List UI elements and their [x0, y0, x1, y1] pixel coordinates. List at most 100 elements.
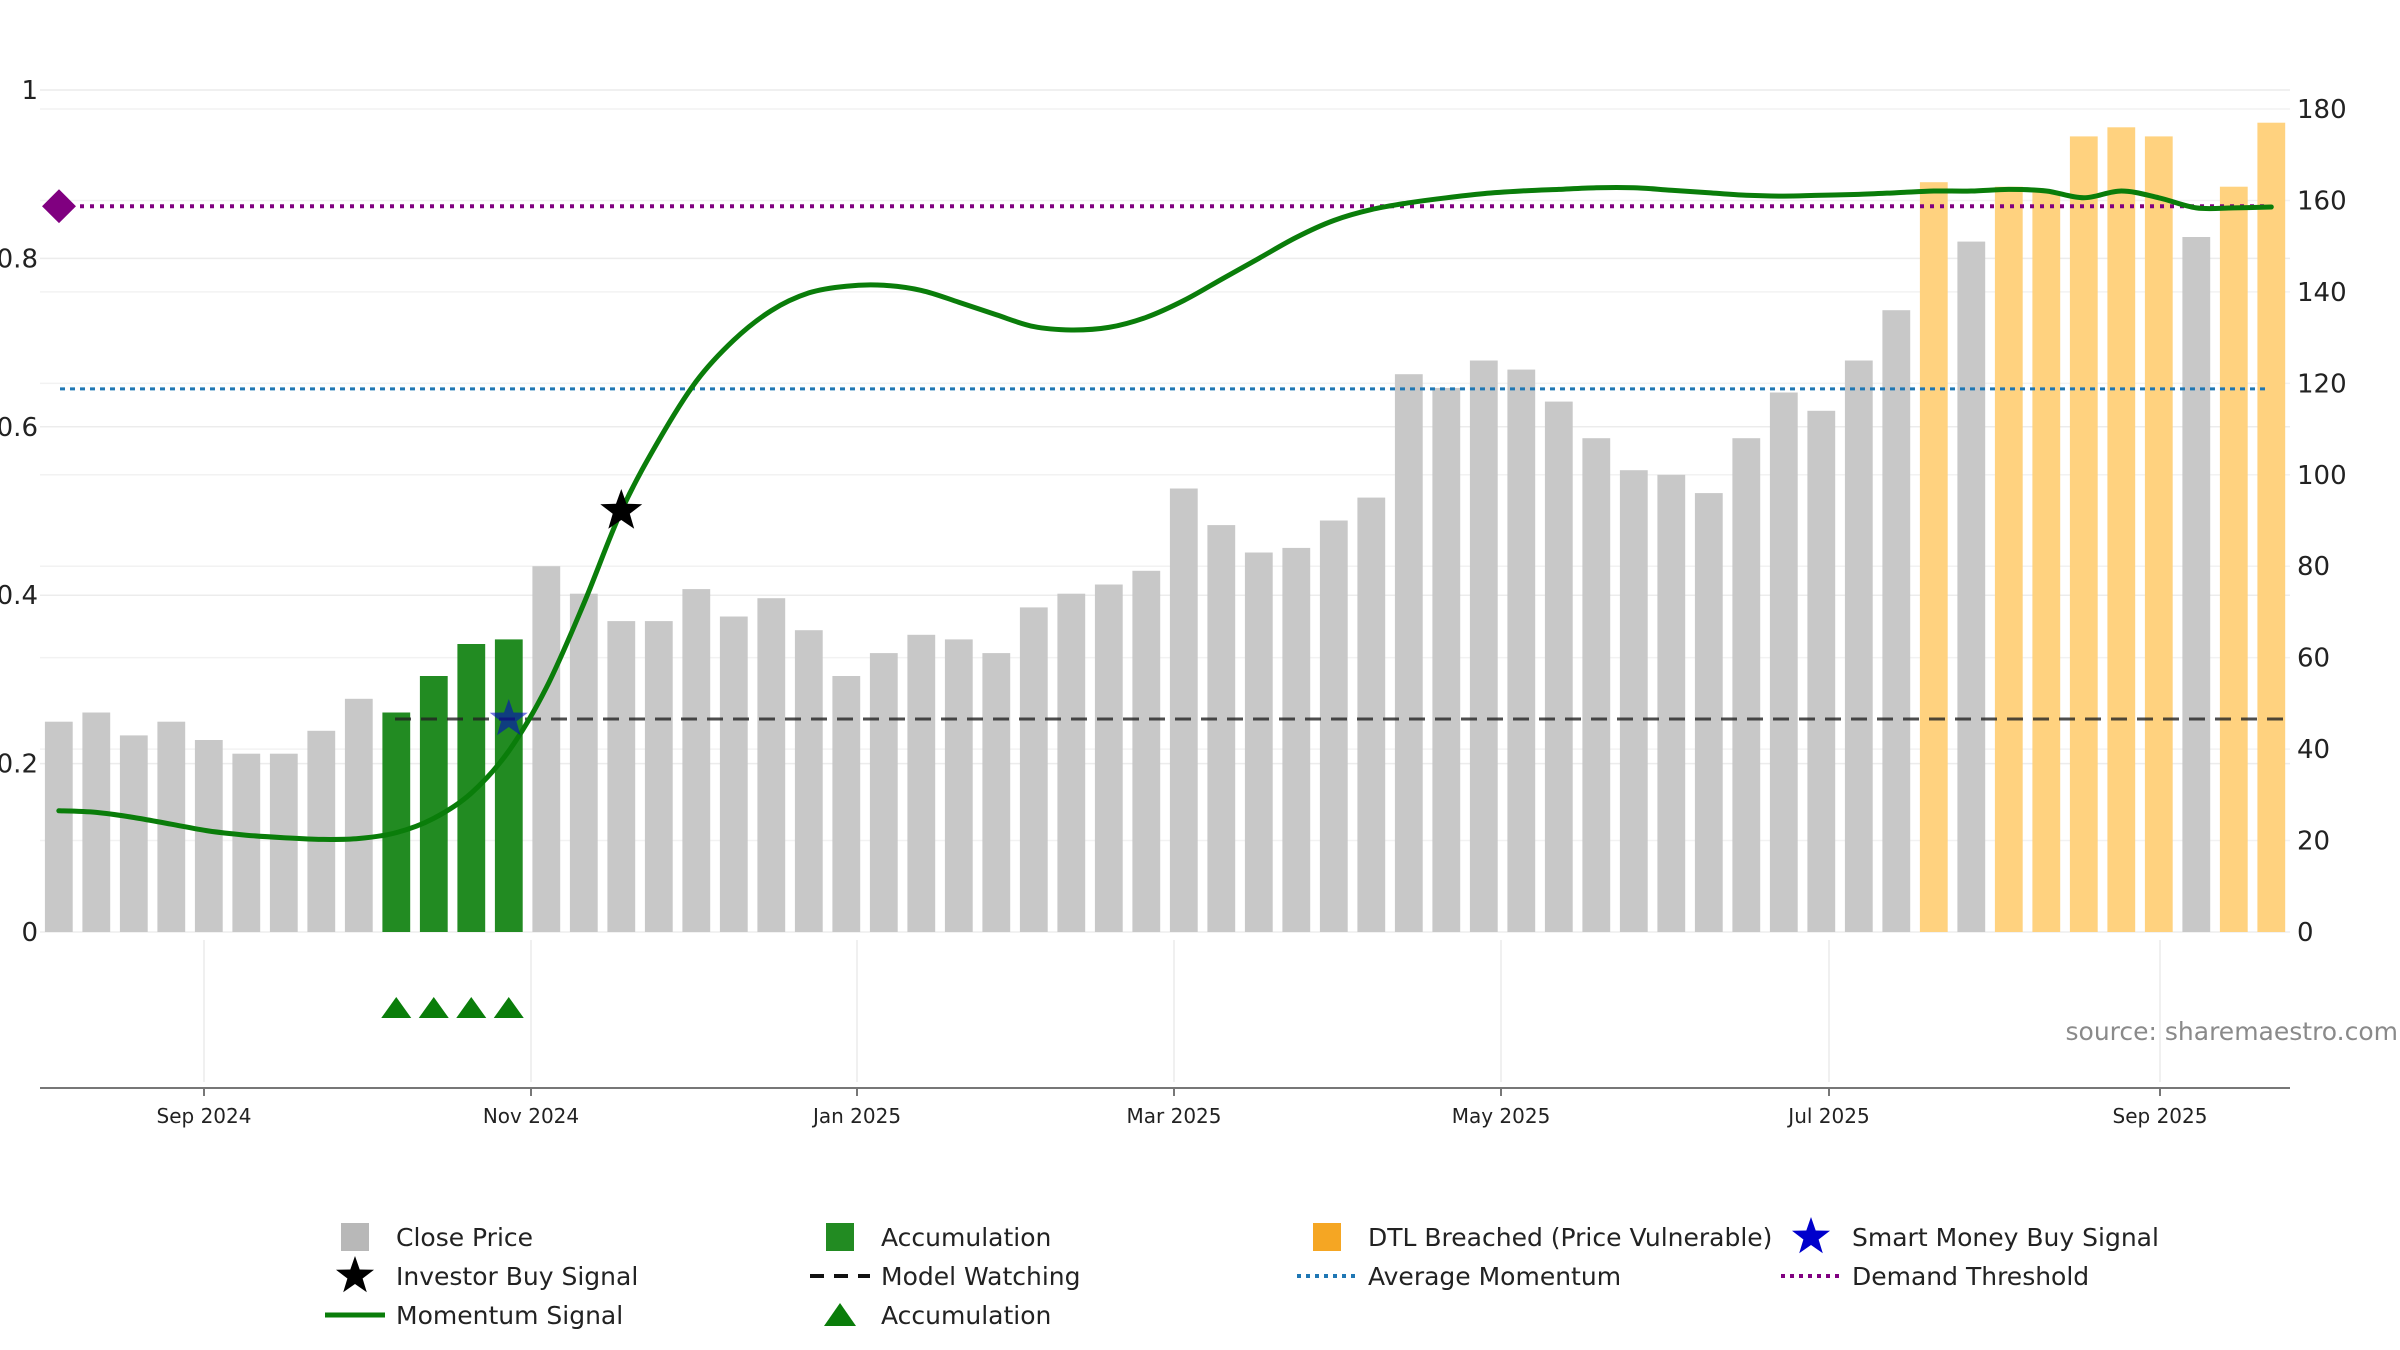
- close-price-bar: [907, 634, 936, 932]
- x-axis-tick-label: Nov 2024: [483, 1104, 579, 1128]
- x-axis-tick-label: May 2025: [1452, 1104, 1551, 1128]
- close-price-bar: [569, 593, 598, 932]
- grid: [40, 89, 2290, 1082]
- close-price-bar: [1282, 547, 1311, 932]
- legend-label: Investor Buy Signal: [396, 1262, 638, 1291]
- demand-threshold-marker: [42, 189, 76, 224]
- dtl-breached-bar: [1994, 186, 2023, 932]
- left-axis-tick-label: 0.2: [0, 750, 38, 780]
- close-price-bar: [1169, 488, 1198, 932]
- legend-label: Model Watching: [881, 1262, 1081, 1291]
- close-price-bar: [1432, 387, 1461, 932]
- legend-label: DTL Breached (Price Vulnerable): [1368, 1223, 1772, 1252]
- investor-buy-signal-star: [600, 489, 643, 529]
- close-price-bar: [232, 753, 261, 932]
- right-axis-tick-label: 160: [2297, 186, 2347, 216]
- close-price-bar: [1582, 438, 1611, 932]
- right-axis-tick-label: 60: [2297, 644, 2330, 674]
- legend: Close Price Accumulation DTL Breached (Pri…: [325, 1217, 2159, 1330]
- left-axis-tick-label: 1: [21, 76, 38, 106]
- right-axis-tick-label: 20: [2297, 827, 2330, 857]
- x-axis: Sep 2024 Nov 2024 Jan 2025 Mar 2025 May 2025…: [40, 1087, 2290, 1128]
- right-axis-tick-label: 80: [2297, 552, 2330, 582]
- dtl-breached-bar: [2069, 136, 2098, 932]
- accumulation-triangle: [381, 997, 412, 1018]
- close-price-bar: [344, 698, 373, 932]
- close-price-bar: [1694, 493, 1723, 932]
- bars: [44, 122, 2286, 933]
- legend-triangle-icon: [824, 1303, 856, 1326]
- close-price-bar: [1057, 593, 1086, 932]
- close-price-bar: [1957, 241, 1986, 933]
- close-price-bar: [869, 653, 898, 932]
- close-price-bar: [1544, 401, 1573, 933]
- close-price-bar: [1019, 607, 1048, 932]
- right-axis-tick-label: 180: [2297, 95, 2347, 125]
- accumulation-bar: [419, 676, 448, 932]
- left-axis-tick-label: 0: [21, 918, 38, 948]
- x-axis-tick-label: Sep 2024: [157, 1104, 252, 1128]
- accumulation-bar: [457, 644, 486, 932]
- close-price-bar: [44, 721, 73, 932]
- right-axis: 0 20 40 60 80 100 120 140 160 180: [2297, 95, 2347, 948]
- right-axis-tick-label: 40: [2297, 735, 2330, 765]
- axes: 00.20.40.60.81 020406080100120140160180 …: [0, 76, 2347, 1128]
- close-price-bar: [719, 616, 748, 932]
- legend-item: Accumulation: [824, 1301, 1051, 1330]
- legend-item: Accumulation: [826, 1223, 1051, 1252]
- close-price-bar: [532, 566, 561, 932]
- legend-item: Model Watching: [810, 1262, 1081, 1291]
- accumulation-bar: [382, 712, 411, 932]
- momentum-signal-line: [56, 184, 2274, 842]
- close-price-bar: [794, 630, 823, 932]
- legend-label: Close Price: [396, 1223, 533, 1252]
- legend-square-icon: [1313, 1223, 1341, 1251]
- reference-lines: [42, 189, 2290, 721]
- right-axis-tick-label: 0: [2297, 918, 2314, 948]
- left-axis-tick-label: 0.8: [0, 244, 38, 274]
- close-price-bar: [1732, 438, 1761, 932]
- close-price-bar: [1132, 570, 1161, 932]
- legend-item: Momentum Signal: [325, 1301, 623, 1330]
- legend-item: Investor Buy Signal: [336, 1256, 638, 1293]
- smart-money-buy-signal-star: [489, 699, 528, 736]
- close-price-bar: [682, 589, 711, 932]
- close-price-bar: [1882, 310, 1911, 932]
- close-price-bar: [1844, 360, 1873, 932]
- close-price-bar: [1357, 497, 1386, 932]
- accumulation-bar: [494, 639, 523, 932]
- x-axis-tick-label: Jan 2025: [811, 1104, 901, 1128]
- x-axis-tick-label: Mar 2025: [1127, 1104, 1222, 1128]
- legend-item: Smart Money Buy Signal: [1792, 1217, 2159, 1254]
- right-axis-tick-label: 100: [2297, 461, 2347, 491]
- legend-label: Momentum Signal: [396, 1301, 623, 1330]
- legend-label: Accumulation: [881, 1223, 1051, 1252]
- close-price-bar: [1394, 374, 1423, 932]
- legend-label: Smart Money Buy Signal: [1852, 1223, 2159, 1252]
- legend-star-icon: [336, 1256, 374, 1293]
- momentum-layer: [56, 184, 2274, 842]
- left-axis-tick-label: 0.6: [0, 413, 38, 443]
- close-price-bar: [2182, 237, 2211, 932]
- dtl-breached-bar: [2219, 186, 2248, 932]
- accumulation-triangle: [456, 997, 487, 1018]
- legend-label: Average Momentum: [1368, 1262, 1621, 1291]
- close-price-bar: [607, 621, 636, 932]
- markers: [381, 489, 643, 1018]
- close-price-bar: [1244, 552, 1273, 932]
- close-price-bar: [194, 740, 223, 932]
- dtl-breached-bar: [2107, 127, 2136, 933]
- right-axis-tick-label: 140: [2297, 278, 2347, 308]
- dtl-breached-bar: [2032, 191, 2061, 933]
- x-axis-tick-label: Sep 2025: [2113, 1104, 2208, 1128]
- left-axis: 0 0.2 0.4 0.6 0.8 1: [0, 76, 38, 948]
- legend-item: Demand Threshold: [1781, 1262, 2089, 1291]
- close-price-bar: [644, 621, 673, 932]
- legend-square-icon: [341, 1223, 369, 1251]
- close-price-bar: [1469, 360, 1498, 932]
- legend-item: DTL Breached (Price Vulnerable): [1313, 1223, 1772, 1252]
- close-price-bar: [1807, 410, 1836, 932]
- close-price-bar: [944, 639, 973, 932]
- close-price-bar: [119, 735, 148, 932]
- dtl-breached-bar: [2257, 122, 2286, 932]
